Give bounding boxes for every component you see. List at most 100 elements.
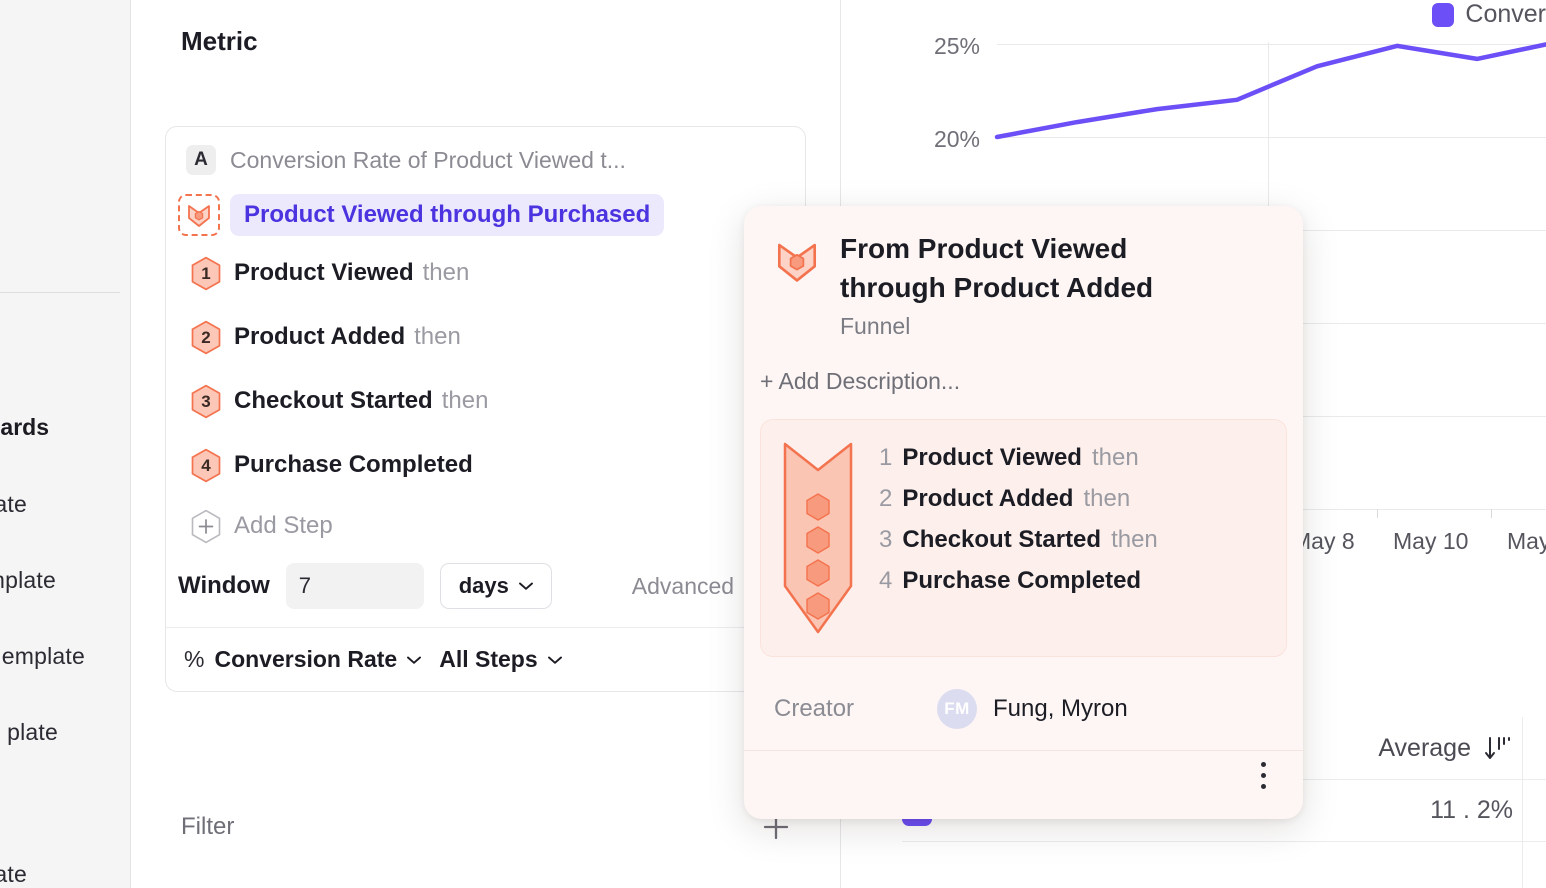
- popover-step-item: 2 Product Added then: [879, 485, 1158, 526]
- funnel-icon: [188, 205, 210, 227]
- step-name: Purchase Completed: [234, 451, 473, 478]
- window-label: Window: [178, 572, 270, 599]
- funnel-step-row[interactable]: 4 Purchase Completed: [166, 433, 805, 497]
- metric-card: A Conversion Rate of Product Viewed t...…: [165, 126, 806, 692]
- chevron-down-icon-scope[interactable]: [547, 656, 562, 664]
- funnel-icon: [777, 243, 817, 282]
- step-name: Checkout Started then: [234, 387, 489, 414]
- sidebar-item-3[interactable]: emplate: [1, 643, 85, 669]
- popover-header: From Product Viewed through Product Adde…: [744, 206, 1303, 340]
- popover-steps-list: 1 Product Viewed then 2 Product Added then 3 Ch…: [879, 438, 1158, 638]
- sidebar-item-1[interactable]: plate: [0, 491, 27, 517]
- filter-row: Filter: [181, 812, 791, 842]
- measure-type-label[interactable]: Conversion Rate: [214, 646, 398, 672]
- selected-funnel-label: Product Viewed through Purchased: [244, 201, 651, 228]
- kebab-menu-icon[interactable]: [1249, 757, 1277, 793]
- funnel-step-row[interactable]: 1 Product Viewed then: [166, 241, 805, 305]
- popover-funnel-steps-box: 1 Product Viewed then 2 Product Added then 3 Ch…: [760, 419, 1287, 658]
- funnel-step-row[interactable]: 3 Checkout Started then: [166, 369, 805, 433]
- step-connector: then: [414, 323, 461, 350]
- chevron-down-icon-measure[interactable]: [407, 656, 422, 664]
- popover-step-name: Product Added: [902, 485, 1074, 513]
- step-number-hexagon-icon: 2: [190, 320, 222, 355]
- x-tick-mark-3: [1491, 509, 1492, 518]
- popover-step-name: Product Viewed: [902, 444, 1082, 472]
- percent-icon: %: [184, 646, 205, 672]
- step-number-hexagon-icon: 1: [190, 256, 222, 291]
- add-step-hexagon-icon: [190, 509, 222, 544]
- summary-column-divider: [1522, 717, 1523, 888]
- y-tick-25: 25%: [933, 33, 980, 59]
- add-step-label: Add Step: [234, 512, 333, 539]
- x-tick-mark-2: [1377, 509, 1378, 518]
- popover-step-item: 1 Product Viewed then: [879, 444, 1158, 485]
- step-number-hexagon-icon: 4: [190, 448, 222, 483]
- popover-step-connector: then: [1111, 526, 1158, 554]
- page-title: Metric: [181, 26, 258, 56]
- sidebar-heading: Boards: [0, 414, 49, 440]
- creator-name: Fung, Myron: [993, 694, 1128, 722]
- step-name: Product Viewed then: [234, 259, 470, 286]
- funnel-steps-list: 1 Product Viewed then 2 Product Added then 3 Ch…: [166, 241, 805, 497]
- chevron-down-icon: [518, 582, 533, 590]
- metric-letter-badge: A: [186, 145, 216, 175]
- window-unit-select[interactable]: days: [439, 563, 552, 609]
- measure-row: % Conversion Rate All Steps: [166, 628, 805, 691]
- filter-label: Filter: [181, 813, 235, 840]
- legend-label[interactable]: Conver: [1465, 0, 1546, 28]
- x-tick-label-2: May 10: [1393, 528, 1469, 554]
- popover-step-number: 4: [879, 567, 893, 595]
- plus-icon[interactable]: [761, 812, 791, 842]
- x-tick-label-3: May: [1507, 528, 1546, 554]
- popover-step-connector: then: [1083, 485, 1131, 513]
- step-number-hexagon-icon: 3: [190, 384, 222, 419]
- chart-plot-area[interactable]: [994, 30, 1546, 530]
- popover-step-item: 3 Checkout Started then: [879, 526, 1158, 567]
- popover-funnel-icon-wrap: [774, 238, 820, 340]
- metric-name-row[interactable]: A Conversion Rate of Product Viewed t...: [166, 127, 805, 189]
- series-average-value: 11 . 2%: [1430, 796, 1513, 824]
- sidebar-item-2[interactable]: mplate: [0, 567, 56, 593]
- legend-swatch: [1432, 2, 1455, 27]
- popover-step-name: Purchase Completed: [902, 567, 1142, 595]
- gridline-h-20: [997, 137, 1546, 138]
- y-tick-20: 20%: [933, 126, 980, 152]
- avatar: FM: [937, 688, 977, 729]
- gridline-h-25: [997, 44, 1546, 45]
- selected-funnel-row[interactable]: Product Viewed through Purchased: [166, 189, 805, 241]
- popover-step-number: 1: [879, 444, 893, 472]
- add-description-link[interactable]: + Add Description...: [760, 368, 961, 395]
- funnel-step-row[interactable]: 2 Product Added then: [166, 305, 805, 369]
- sort-descending-icon[interactable]: [1483, 733, 1513, 763]
- popover-step-number: 3: [879, 526, 893, 554]
- series-line-conversion: [994, 42, 1546, 140]
- step-connector: then: [422, 259, 470, 286]
- sidebar-item-5[interactable]: ate: [0, 861, 27, 887]
- funnel-details-popover: From Product Viewed through Product Adde…: [744, 206, 1303, 819]
- step-connector: then: [441, 387, 489, 414]
- scope-label[interactable]: All Steps: [439, 646, 538, 672]
- window-row: Window days Advanced: [166, 555, 805, 628]
- popover-step-item: 4 Purchase Completed: [879, 567, 1158, 608]
- popover-title: From Product Viewed through Product Adde…: [840, 233, 1154, 303]
- metric-editor-panel: Metric A Conversion Rate of Product View…: [131, 0, 841, 888]
- creator-label: Creator: [774, 694, 855, 722]
- funnel-shape-icon: [783, 443, 853, 634]
- window-unit-label: days: [458, 573, 509, 598]
- popover-subtitle: Funnel: [840, 313, 911, 340]
- sidebar-divider: [0, 292, 120, 293]
- sidebar: Boards plate mplate emplate plate ate: [0, 0, 131, 888]
- popover-step-number: 2: [879, 485, 893, 513]
- sidebar-item-4[interactable]: plate: [7, 719, 58, 745]
- add-step-row[interactable]: Add Step: [166, 497, 805, 555]
- advanced-link[interactable]: Advanced: [631, 572, 735, 599]
- popover-creator-row: Creator FM Fung, Myron: [744, 667, 1303, 752]
- window-value-input[interactable]: [285, 563, 424, 609]
- chart-legend: Conver: [1432, 0, 1546, 29]
- selected-funnel-pill[interactable]: Product Viewed through Purchased: [230, 194, 665, 236]
- funnel-icon-dropzone[interactable]: [178, 194, 220, 236]
- step-name: Product Added then: [234, 323, 461, 350]
- metric-name-input[interactable]: Conversion Rate of Product Viewed t...: [230, 146, 626, 173]
- popover-step-name: Checkout Started: [902, 526, 1102, 554]
- popover-step-connector: then: [1091, 444, 1139, 472]
